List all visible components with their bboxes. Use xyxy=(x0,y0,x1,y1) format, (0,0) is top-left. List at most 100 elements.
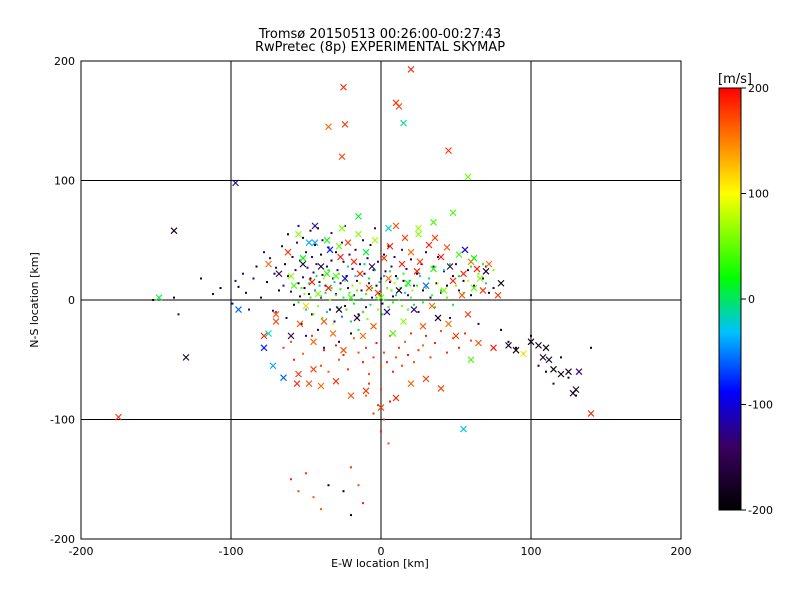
data-point-dot xyxy=(393,282,396,285)
data-point-dot xyxy=(405,267,408,270)
chart-subtitle: RwPretec (8p) EXPERIMENTAL SKYMAP xyxy=(255,40,505,55)
data-point-dot xyxy=(470,339,472,342)
data-point-cross xyxy=(470,284,478,292)
data-point-cross xyxy=(344,239,352,247)
data-point-cross xyxy=(422,375,430,383)
data-point-cross xyxy=(482,267,490,275)
data-point-dot xyxy=(320,296,322,299)
data-point-cross xyxy=(419,322,427,330)
data-point-cross xyxy=(335,242,343,250)
data-point-dot xyxy=(315,275,318,278)
data-point-dot xyxy=(255,265,258,268)
data-point-dot xyxy=(399,287,402,290)
data-point-cross xyxy=(400,318,407,325)
data-point-dot xyxy=(363,272,366,275)
data-point-cross xyxy=(359,332,367,340)
data-point-dot xyxy=(422,289,424,292)
data-point-dot xyxy=(356,279,358,282)
data-point-dot xyxy=(369,303,372,306)
data-point-dot xyxy=(344,304,346,307)
data-point-dot xyxy=(342,353,345,356)
data-point-cross xyxy=(323,270,331,278)
data-point-dot xyxy=(200,277,202,280)
data-point-dot xyxy=(372,412,375,415)
data-point-dot xyxy=(321,239,324,242)
data-point-cross xyxy=(404,279,412,287)
data-point-dot xyxy=(375,296,378,299)
data-point-dot xyxy=(401,248,403,251)
data-point-cross xyxy=(470,254,478,262)
data-point-dot xyxy=(299,295,301,298)
data-point-dot xyxy=(380,293,382,296)
data-point-dot xyxy=(425,334,427,337)
data-point-dot xyxy=(395,294,397,297)
data-point-dot xyxy=(369,244,372,247)
data-point-cross xyxy=(295,370,302,378)
data-point-dot xyxy=(350,514,352,517)
data-point-dot xyxy=(305,472,307,475)
data-point-dot xyxy=(275,266,277,269)
data-point-dot xyxy=(366,257,369,260)
data-point-dot xyxy=(419,275,421,278)
data-point-dot xyxy=(413,284,415,287)
data-point-dot xyxy=(449,316,451,319)
data-point-dot xyxy=(303,293,306,296)
data-point-dot xyxy=(354,275,357,278)
data-point-dot xyxy=(333,281,336,284)
data-point-cross xyxy=(392,394,400,402)
data-point-cross xyxy=(395,287,403,294)
data-point-dot xyxy=(315,263,318,266)
data-point-cross xyxy=(395,103,403,110)
data-point-cross xyxy=(486,249,492,255)
data-point-cross xyxy=(293,380,301,388)
data-point-cross xyxy=(461,246,469,254)
data-point-dot xyxy=(407,294,409,297)
data-point-dot xyxy=(338,340,340,343)
data-point-dot xyxy=(342,490,345,493)
data-point-dot xyxy=(356,289,358,292)
data-point-dot xyxy=(384,299,387,301)
data-point-cross xyxy=(338,153,346,160)
data-point-dot xyxy=(317,328,319,331)
data-point-dot xyxy=(305,308,307,311)
data-point-dot xyxy=(467,279,469,282)
data-point-cross xyxy=(527,338,535,346)
data-point-cross xyxy=(356,270,364,278)
data-point-cross xyxy=(272,318,280,325)
data-point-dot xyxy=(362,502,364,505)
data-point-dot xyxy=(348,253,351,256)
data-point-cross xyxy=(445,147,452,155)
data-point-dot xyxy=(333,320,336,323)
data-point-dot xyxy=(386,287,388,290)
data-point-dot xyxy=(435,282,438,285)
data-point-dot xyxy=(434,342,436,345)
data-point-dot xyxy=(417,310,420,313)
data-point-cross xyxy=(311,239,319,247)
data-point-cross xyxy=(545,356,553,364)
data-point-dot xyxy=(372,356,375,359)
data-point-cross xyxy=(170,227,178,235)
data-point-cross xyxy=(401,234,409,242)
data-point-cross xyxy=(182,353,190,361)
data-point-dot xyxy=(317,304,319,307)
data-point-cross xyxy=(476,275,484,282)
data-point-cross xyxy=(520,350,527,358)
data-point-cross xyxy=(467,356,475,364)
data-point-dot xyxy=(371,296,373,299)
data-point-dot xyxy=(455,284,457,287)
data-point-cross xyxy=(415,224,422,232)
data-point-dot xyxy=(318,281,321,284)
data-point-dot xyxy=(482,263,484,266)
data-point-cross xyxy=(325,284,332,292)
data-point-cross xyxy=(350,258,358,266)
data-point-dot xyxy=(341,241,343,244)
data-point-cross xyxy=(572,386,580,394)
data-point-dot xyxy=(380,365,382,368)
data-point-dot xyxy=(458,346,460,349)
data-point-cross xyxy=(338,224,346,232)
data-point-dot xyxy=(437,255,439,258)
data-point-dot xyxy=(234,279,237,282)
data-point-cross xyxy=(323,236,331,244)
data-point-dot xyxy=(347,287,349,290)
data-point-dot xyxy=(420,263,423,266)
